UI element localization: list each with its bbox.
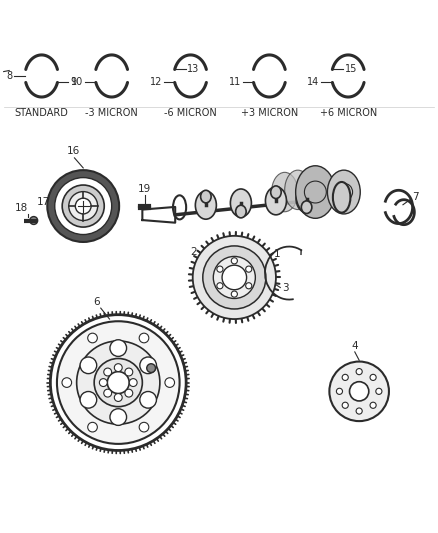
Text: 6: 6 xyxy=(93,297,100,307)
Ellipse shape xyxy=(230,189,251,217)
Text: -6 MICRON: -6 MICRON xyxy=(164,108,217,118)
Text: STANDARD: STANDARD xyxy=(14,108,69,118)
Circle shape xyxy=(99,378,107,386)
Text: +3 MICRON: +3 MICRON xyxy=(241,108,298,118)
Circle shape xyxy=(88,422,97,432)
Circle shape xyxy=(222,265,247,290)
Text: 7: 7 xyxy=(412,192,418,203)
Ellipse shape xyxy=(271,186,281,198)
Circle shape xyxy=(80,392,97,408)
Ellipse shape xyxy=(285,170,311,209)
Circle shape xyxy=(370,374,376,381)
Circle shape xyxy=(114,393,122,401)
Circle shape xyxy=(231,291,237,297)
Circle shape xyxy=(114,364,122,372)
Text: 8: 8 xyxy=(6,71,12,81)
Circle shape xyxy=(62,185,104,227)
Circle shape xyxy=(356,408,362,414)
Circle shape xyxy=(107,372,129,393)
Circle shape xyxy=(342,402,348,408)
Ellipse shape xyxy=(265,187,286,215)
Text: 18: 18 xyxy=(15,203,28,213)
Circle shape xyxy=(140,392,156,408)
Text: 16: 16 xyxy=(67,146,80,156)
Circle shape xyxy=(203,246,266,309)
Text: 19: 19 xyxy=(138,184,151,194)
Circle shape xyxy=(246,266,252,272)
Ellipse shape xyxy=(296,166,335,219)
Text: 1: 1 xyxy=(274,249,280,259)
Circle shape xyxy=(88,333,97,343)
Text: 15: 15 xyxy=(345,64,357,75)
Ellipse shape xyxy=(201,190,211,203)
Circle shape xyxy=(75,198,91,214)
Circle shape xyxy=(217,282,223,289)
Circle shape xyxy=(69,191,98,221)
Circle shape xyxy=(350,382,369,401)
Text: 11: 11 xyxy=(229,77,241,87)
Circle shape xyxy=(165,378,174,387)
Ellipse shape xyxy=(236,205,246,218)
Circle shape xyxy=(57,321,180,444)
Ellipse shape xyxy=(328,170,360,214)
Circle shape xyxy=(336,388,343,394)
Text: 10: 10 xyxy=(71,77,83,87)
Text: 17: 17 xyxy=(37,197,50,207)
Circle shape xyxy=(147,364,155,373)
Ellipse shape xyxy=(296,184,317,213)
Text: 4: 4 xyxy=(351,341,358,351)
Circle shape xyxy=(62,378,72,387)
Circle shape xyxy=(217,266,223,272)
Ellipse shape xyxy=(301,201,312,214)
Circle shape xyxy=(193,236,276,319)
Text: 5: 5 xyxy=(170,360,176,369)
Circle shape xyxy=(80,357,97,374)
Text: -3 MICRON: -3 MICRON xyxy=(85,108,138,118)
Circle shape xyxy=(231,258,237,264)
Text: 13: 13 xyxy=(187,64,200,75)
Ellipse shape xyxy=(195,191,216,219)
Circle shape xyxy=(125,389,133,397)
Circle shape xyxy=(125,368,133,376)
Circle shape xyxy=(140,357,156,374)
Text: 12: 12 xyxy=(150,77,162,87)
Circle shape xyxy=(329,361,389,421)
Circle shape xyxy=(94,359,142,407)
Text: +6 MICRON: +6 MICRON xyxy=(320,108,377,118)
Text: 9: 9 xyxy=(70,77,76,87)
Text: 14: 14 xyxy=(307,77,320,87)
Circle shape xyxy=(213,256,255,298)
Text: 2: 2 xyxy=(191,247,197,256)
Circle shape xyxy=(110,409,127,425)
Circle shape xyxy=(139,333,149,343)
Circle shape xyxy=(30,216,38,224)
Circle shape xyxy=(342,374,348,381)
Circle shape xyxy=(129,378,137,386)
Circle shape xyxy=(246,282,252,289)
Circle shape xyxy=(356,368,362,375)
Ellipse shape xyxy=(272,172,298,212)
Circle shape xyxy=(77,341,160,424)
Circle shape xyxy=(55,177,112,235)
Circle shape xyxy=(110,340,127,357)
Circle shape xyxy=(47,170,119,242)
Circle shape xyxy=(139,422,149,432)
Circle shape xyxy=(370,402,376,408)
Circle shape xyxy=(104,389,112,397)
Circle shape xyxy=(376,388,382,394)
Circle shape xyxy=(104,368,112,376)
Text: 3: 3 xyxy=(283,284,289,293)
Ellipse shape xyxy=(333,182,350,213)
